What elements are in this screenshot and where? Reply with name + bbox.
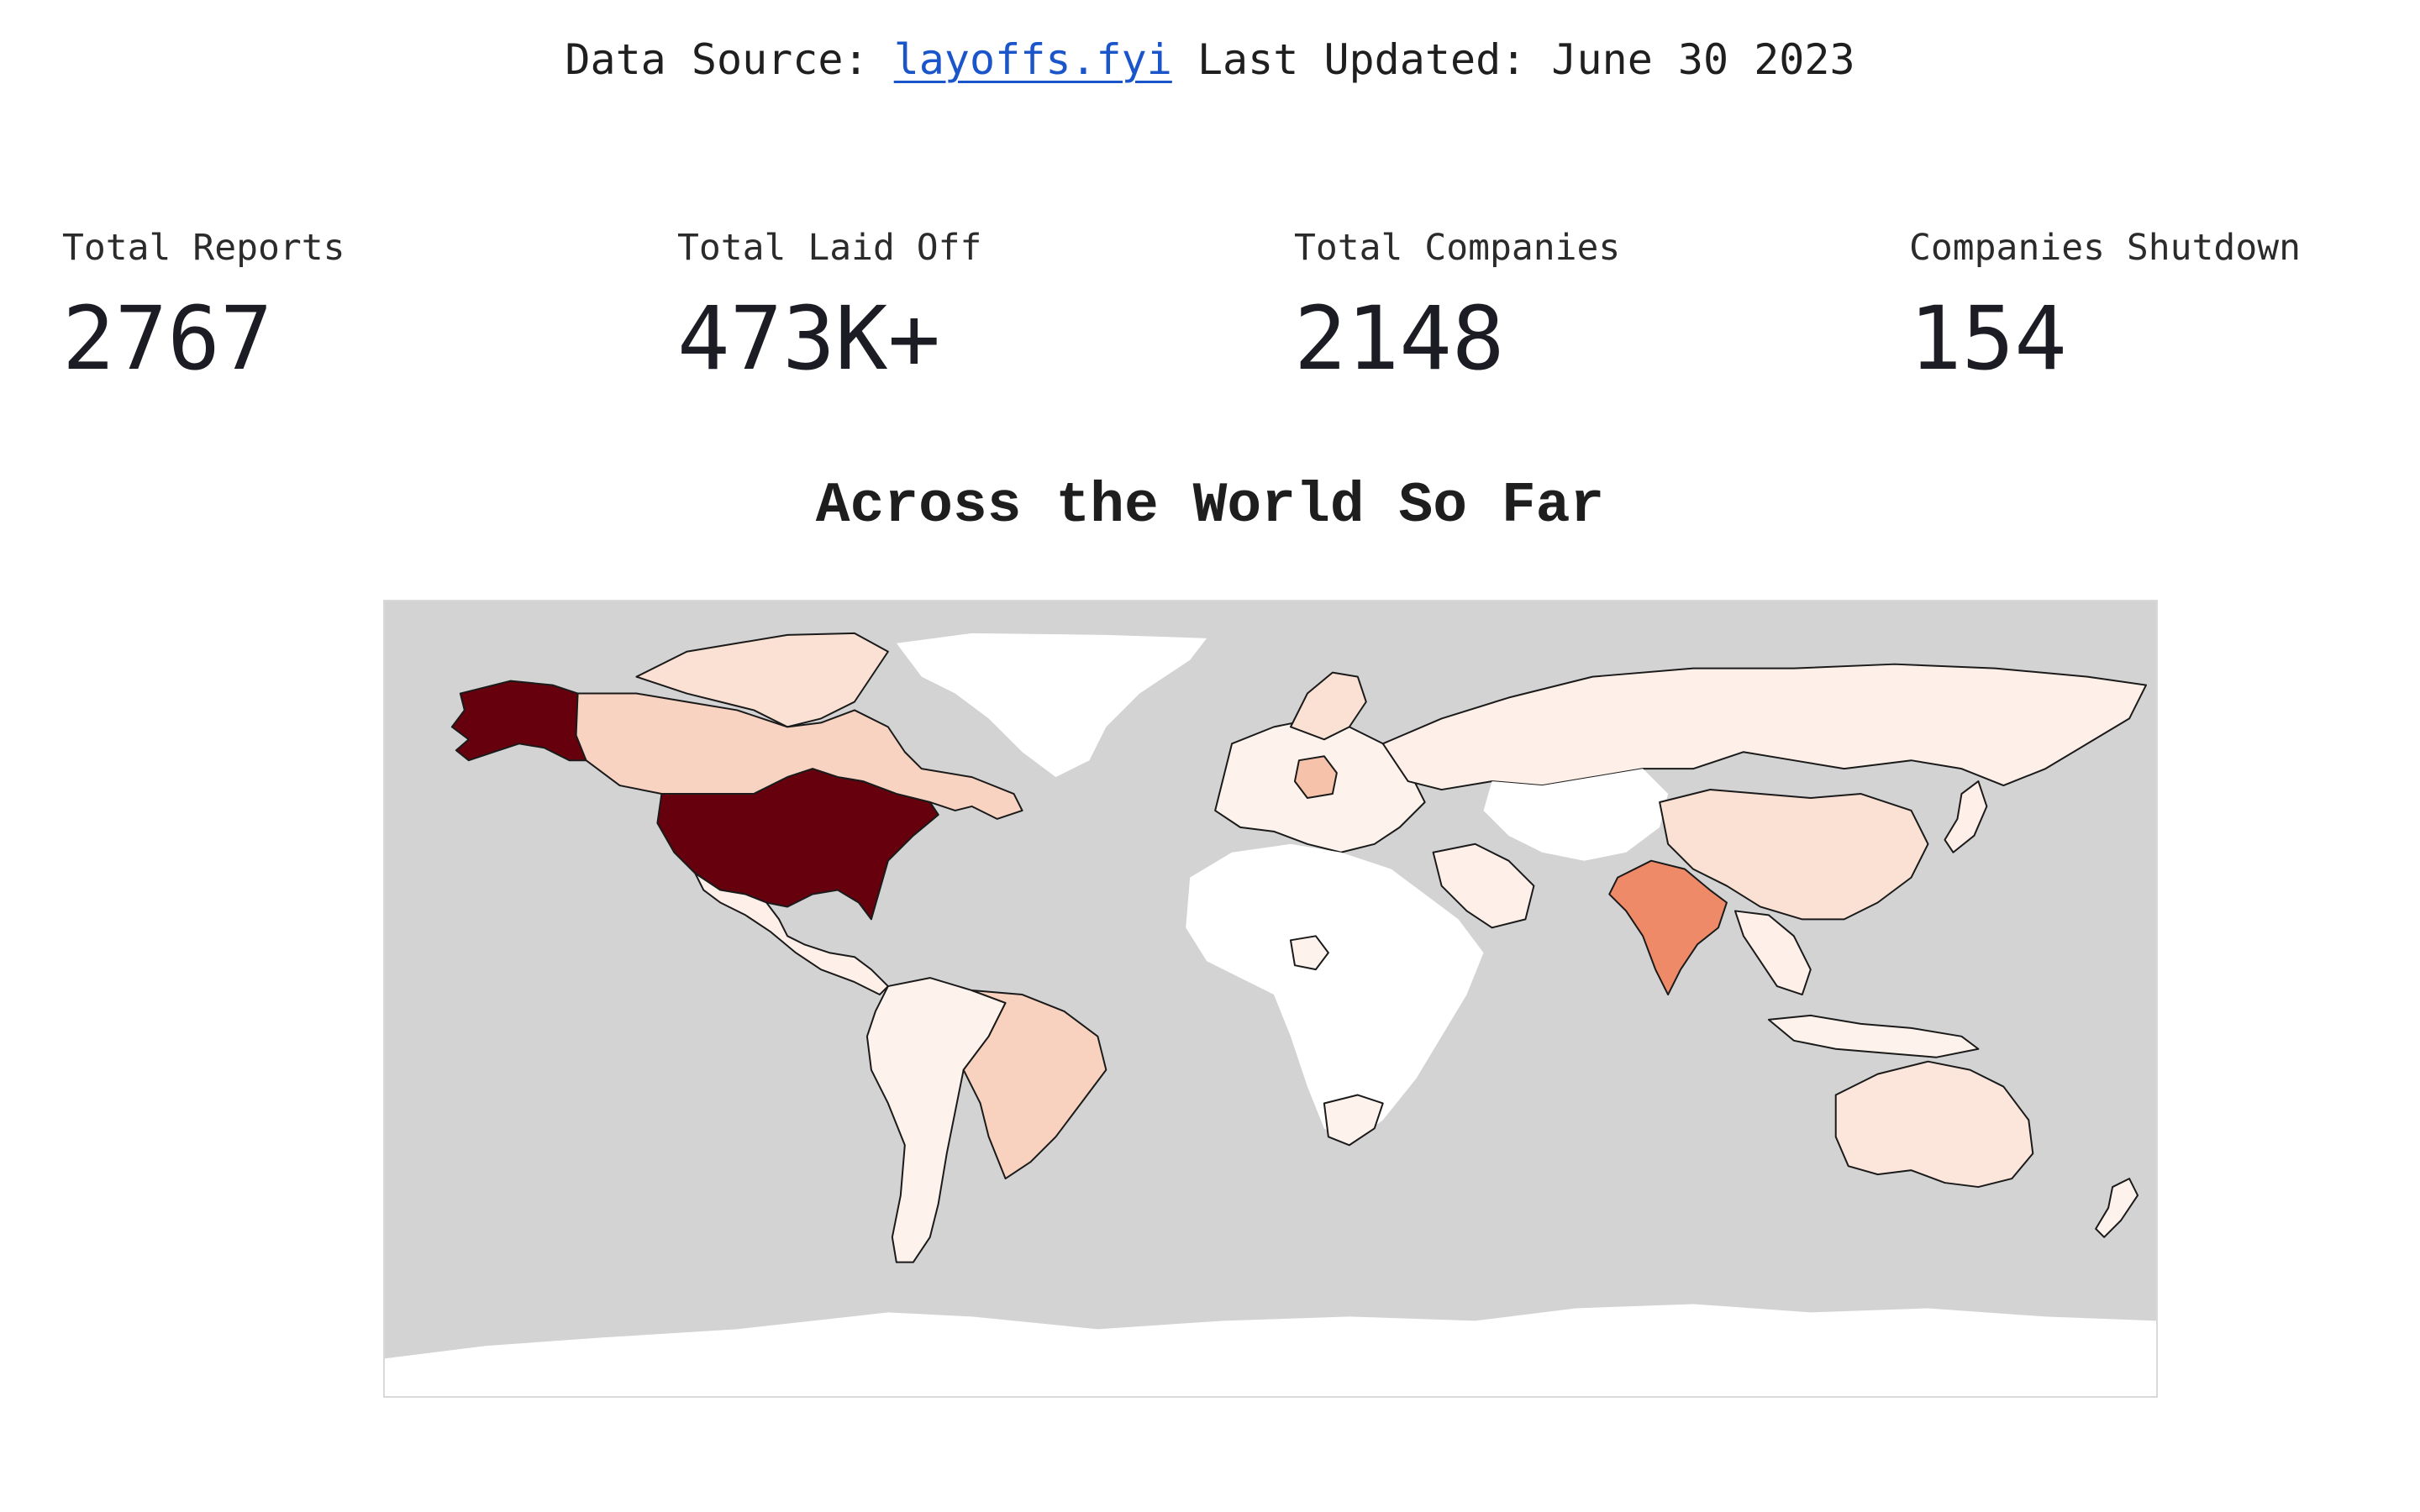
region-mexico <box>694 872 889 996</box>
region-antarctica <box>385 1304 2156 1396</box>
region-nigeria <box>1289 935 1329 971</box>
data-source-line: Data Source: layoffs.fyi Last Updated: J… <box>0 30 2420 89</box>
metric-label: Total Laid Off <box>677 227 982 269</box>
metrics-row: Total Reports 2767 Total Laid Off 473K+ … <box>0 223 2420 407</box>
region-india <box>1608 859 1728 996</box>
metric-label: Total Reports <box>62 227 345 269</box>
world-map-svg[interactable] <box>385 601 2156 1396</box>
metric-label: Total Companies <box>1294 227 1621 269</box>
metric-value: 473K+ <box>677 287 941 390</box>
region-africa <box>1186 843 1484 1146</box>
metric-value: 2148 <box>1294 287 1505 390</box>
region-middle-east <box>1432 843 1535 929</box>
world-choropleth-map[interactable] <box>383 600 2158 1398</box>
region-brazil <box>962 990 1107 1180</box>
layoffs-fyi-link[interactable]: layoffs.fyi <box>893 35 1172 84</box>
region-new-zealand <box>2095 1178 2139 1238</box>
region-south-africa <box>1323 1094 1384 1147</box>
metric-value: 2767 <box>62 287 273 390</box>
region-canada-arctic <box>635 632 889 728</box>
region-indonesia <box>1767 1014 1980 1058</box>
region-australia <box>1834 1060 2034 1189</box>
region-scandinavia <box>1289 671 1367 741</box>
map-title: Across the World So Far <box>815 474 1605 538</box>
metric-total-companies: Total Companies 2148 <box>1294 223 1882 389</box>
data-source-prefix: Data Source: <box>565 35 894 84</box>
region-germany <box>1293 755 1338 800</box>
metric-label: Companies Shutdown <box>1909 227 2301 269</box>
metric-value: 154 <box>1909 287 2067 390</box>
region-japan <box>1944 780 1988 853</box>
region-china <box>1659 789 1929 921</box>
region-greenland <box>896 633 1207 778</box>
region-southeast-asia <box>1733 910 1812 996</box>
region-central-asia <box>1483 769 1669 861</box>
last-updated-text: Last Updated: June 30 2023 <box>1171 35 1855 84</box>
region-alaska <box>450 680 587 762</box>
metric-total-laid-off: Total Laid Off 473K+ <box>677 223 1265 389</box>
region-russia <box>1381 663 2148 791</box>
metric-companies-shutdown: Companies Shutdown 154 <box>1909 223 2420 389</box>
metric-total-reports: Total Reports 2767 <box>62 223 650 389</box>
